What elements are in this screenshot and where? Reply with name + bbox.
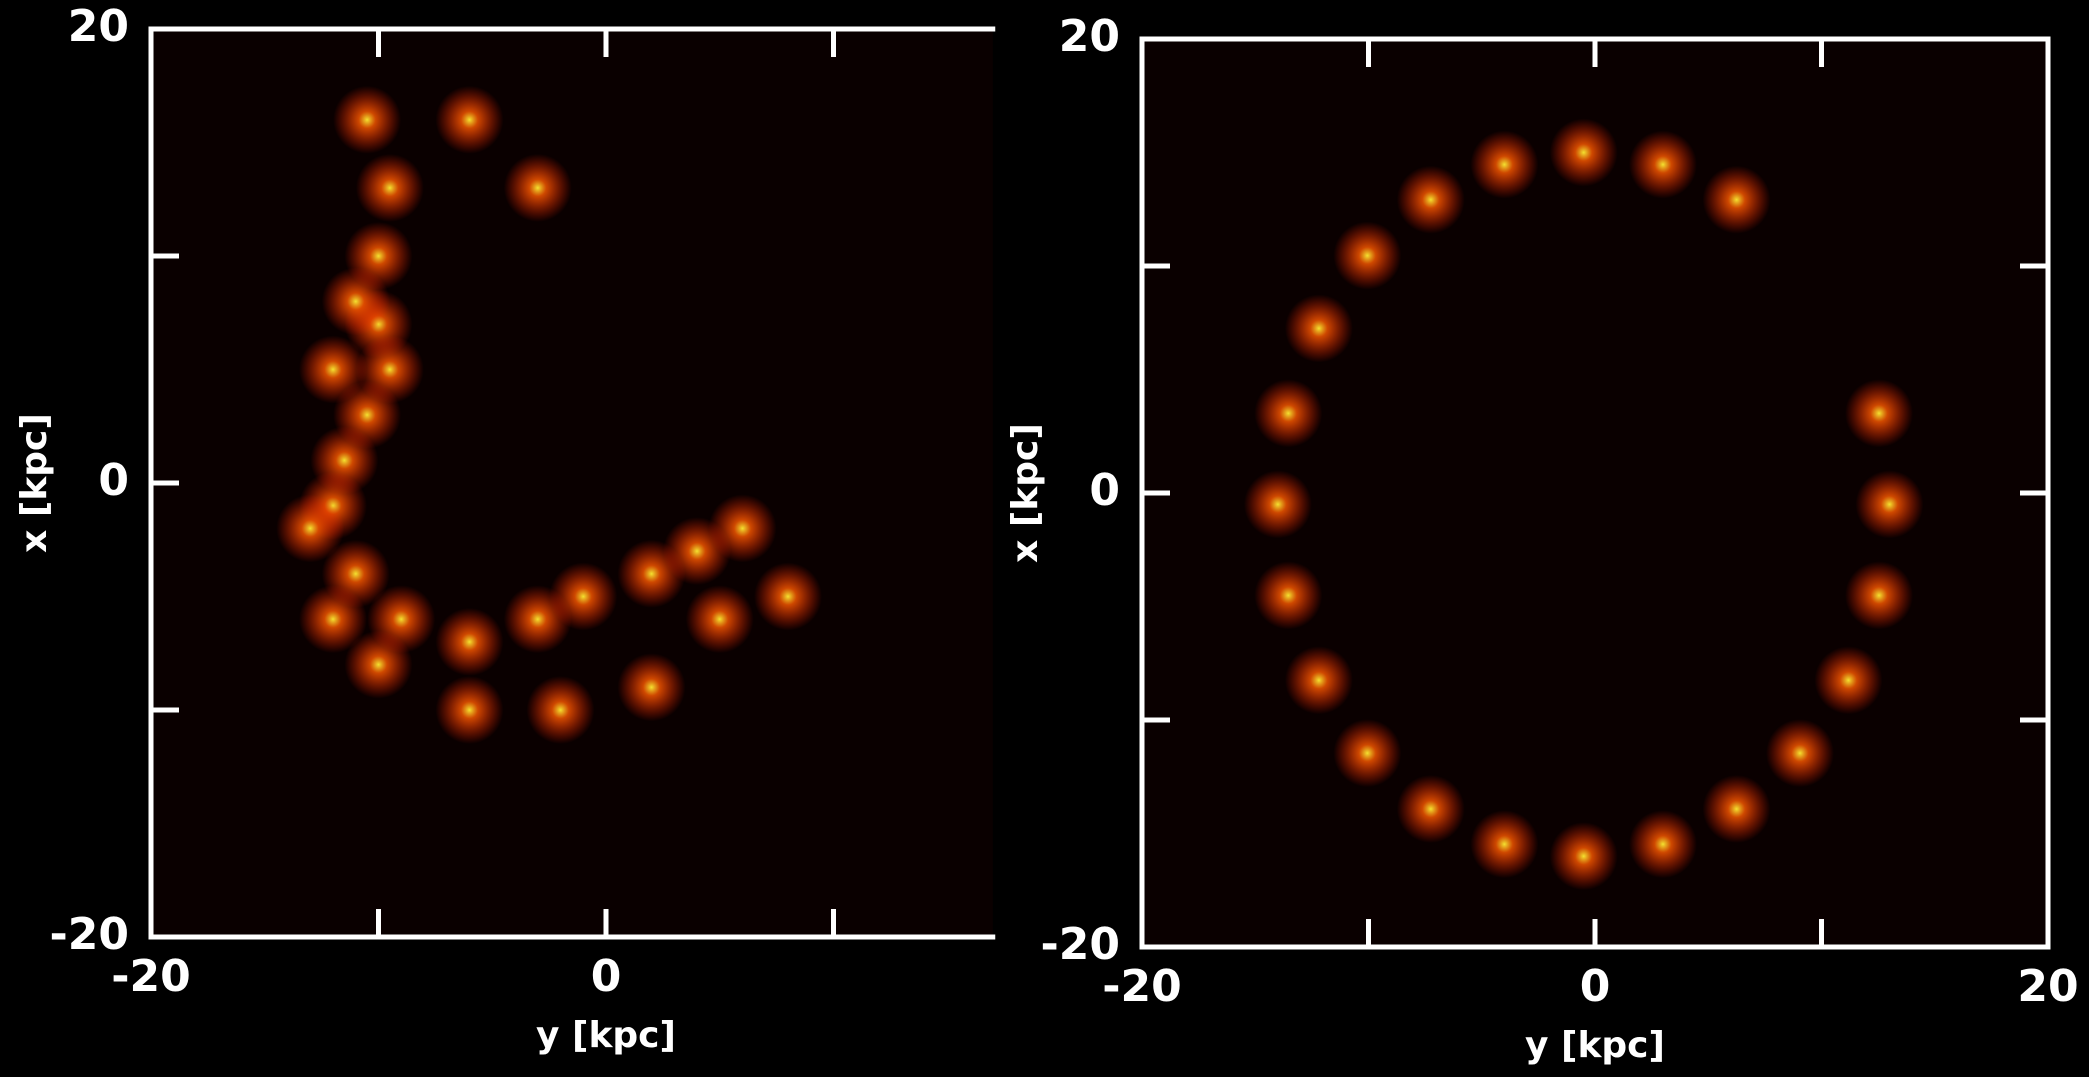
density-point — [1396, 165, 1465, 234]
y-axis-label: x [kpc] — [1005, 423, 1046, 563]
density-point — [299, 335, 367, 404]
density-point — [344, 630, 413, 699]
density-point — [1470, 810, 1539, 879]
density-point — [1855, 470, 1924, 539]
density-point — [1702, 165, 1771, 234]
density-point — [526, 676, 595, 744]
density-point — [1702, 774, 1771, 843]
density-point — [435, 85, 504, 154]
density-point — [1814, 646, 1883, 715]
density-point — [1284, 294, 1353, 363]
density-point — [1628, 130, 1697, 199]
y-axis-label: x [kpc] — [14, 413, 55, 553]
y-tick-label: 0 — [98, 455, 129, 506]
x-axis-label: y [kpc] — [536, 1015, 676, 1056]
density-point — [1845, 379, 1914, 448]
x-axis-label: y [kpc] — [1525, 1025, 1665, 1066]
x-tick-label: -20 — [1102, 961, 1182, 1012]
x-tick-label: 0 — [591, 951, 622, 1002]
density-point — [1333, 221, 1402, 290]
density-point — [617, 653, 686, 722]
x-tick-label: 0 — [1580, 961, 1611, 1012]
density-point — [1284, 646, 1353, 715]
density-point — [685, 585, 754, 654]
density-point — [1549, 118, 1618, 187]
density-point — [1470, 130, 1539, 199]
plot-area — [1243, 118, 1924, 891]
y-tick-label: 0 — [1089, 465, 1120, 516]
density-point — [355, 153, 424, 222]
density-point — [1254, 379, 1323, 448]
density-point — [1845, 561, 1914, 630]
density-point — [333, 85, 402, 154]
x-tick-label: 20 — [2017, 961, 2078, 1012]
x-tick-label: -20 — [111, 951, 191, 1002]
density-point — [1765, 719, 1834, 788]
density-point — [435, 607, 504, 676]
plot-area — [276, 85, 822, 744]
y-tick-label: -20 — [1041, 919, 1121, 970]
density-point — [435, 676, 504, 744]
y-tick-label: 20 — [68, 1, 129, 52]
density-point — [321, 267, 390, 336]
density-point — [1333, 719, 1402, 788]
density-point — [1396, 774, 1465, 843]
y-tick-label: -20 — [50, 909, 130, 960]
density-point — [1254, 561, 1323, 630]
density-point — [1243, 470, 1312, 539]
density-point — [503, 153, 572, 222]
density-point — [708, 494, 777, 563]
density-point — [276, 494, 345, 563]
y-tick-label: 20 — [1059, 11, 1120, 62]
plot-background — [151, 29, 993, 937]
density-point — [299, 585, 367, 654]
density-point — [1549, 822, 1618, 891]
density-point — [754, 562, 822, 631]
density-point — [1628, 810, 1697, 879]
density-point — [549, 562, 618, 631]
